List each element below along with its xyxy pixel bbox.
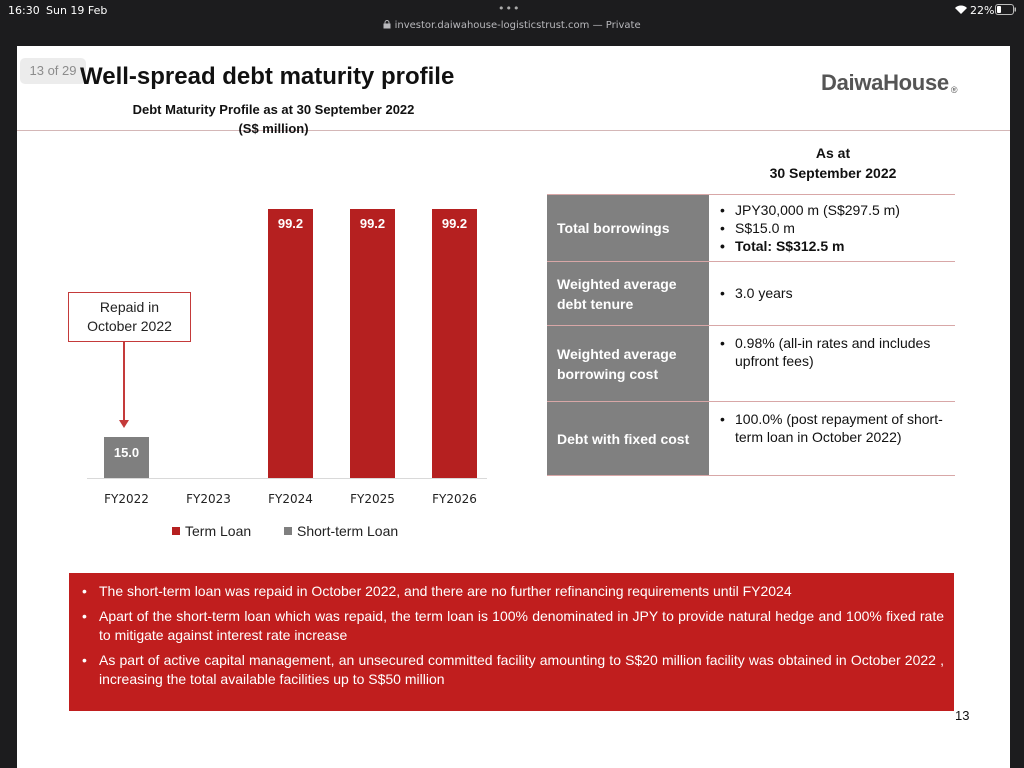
metrics-label: Debt with fixed cost bbox=[547, 402, 710, 475]
metrics-heading-line2: 30 September 2022 bbox=[769, 165, 897, 181]
callout-line2: October 2022 bbox=[87, 318, 172, 334]
repaid-callout: Repaid in October 2022 bbox=[68, 292, 191, 342]
metrics-bullet: Total: S$312.5 m bbox=[718, 237, 949, 255]
metrics-value: 100.0% (post repayment of short-term loa… bbox=[710, 402, 955, 475]
x-tick-label: FY2025 bbox=[350, 492, 395, 506]
status-date: Sun 19 Feb bbox=[46, 4, 108, 17]
metrics-bullet: JPY30,000 m (S$297.5 m) bbox=[718, 201, 949, 219]
metrics-value: JPY30,000 m (S$297.5 m)S$15.0 mTotal: S$… bbox=[710, 195, 955, 261]
logo-text: DaiwaHouse bbox=[821, 70, 949, 95]
bar-short-term-loan-fy2022 bbox=[104, 437, 149, 478]
metrics-label: Weighted average borrowing cost bbox=[547, 326, 710, 401]
battery-percent: 22% bbox=[970, 4, 995, 17]
metrics-row: Total borrowingsJPY30,000 m (S$297.5 m)S… bbox=[547, 194, 955, 262]
chart-title: Debt Maturity Profile as at 30 September… bbox=[70, 100, 477, 138]
chart-x-axis bbox=[87, 478, 487, 479]
more-dots-icon[interactable]: ••• bbox=[498, 2, 521, 15]
slide: 13 of 29 Well-spread debt maturity profi… bbox=[17, 46, 1010, 768]
daiwa-house-logo: DaiwaHouse ® bbox=[821, 70, 957, 96]
metrics-row: Weighted average borrowing cost0.98% (al… bbox=[547, 326, 955, 402]
metrics-table: Total borrowingsJPY30,000 m (S$297.5 m)S… bbox=[547, 194, 955, 476]
summary-bullet: As part of active capital management, an… bbox=[79, 651, 944, 689]
x-tick-label: FY2026 bbox=[432, 492, 477, 506]
page-number: 13 bbox=[955, 708, 970, 723]
bar-value-label: 99.2 bbox=[277, 216, 304, 231]
metrics-row: Debt with fixed cost100.0% (post repayme… bbox=[547, 402, 955, 476]
x-tick-label: FY2023 bbox=[186, 492, 231, 506]
url-text[interactable]: investor.daiwahouse-logisticstrust.com —… bbox=[394, 20, 641, 31]
chart-title-main: Debt Maturity Profile as at 30 September… bbox=[132, 102, 415, 117]
legend-label: Short-term Loan bbox=[297, 523, 399, 539]
legend-item: Term Loan bbox=[172, 523, 251, 539]
callout-line1: Repaid in bbox=[99, 299, 160, 315]
x-tick-label: FY2024 bbox=[268, 492, 313, 506]
page-badge: 13 of 29 bbox=[20, 58, 86, 84]
bar-value-label: 15.0 bbox=[113, 445, 140, 460]
status-time: 16:30 bbox=[8, 4, 40, 17]
x-tick-label: FY2022 bbox=[104, 492, 149, 506]
bar-term-loan-fy2026 bbox=[432, 209, 477, 478]
summary-box: The short-term loan was repaid in Octobe… bbox=[69, 573, 954, 711]
logo-registered-mark: ® bbox=[950, 85, 958, 95]
metrics-row: Weighted average debt tenure 3.0 years bbox=[547, 262, 955, 326]
callout-arrowhead-icon bbox=[119, 420, 129, 428]
bar-value-label: 99.2 bbox=[441, 216, 468, 231]
chart-title-units: (S$ million) bbox=[238, 121, 309, 136]
summary-list: The short-term loan was repaid in Octobe… bbox=[79, 582, 944, 689]
metrics-label: Total borrowings bbox=[547, 195, 710, 261]
bar-term-loan-fy2024 bbox=[268, 209, 313, 478]
bar-term-loan-fy2025 bbox=[350, 209, 395, 478]
legend-swatch bbox=[172, 527, 180, 535]
metrics-bullet: 3.0 years bbox=[718, 284, 949, 302]
legend-swatch bbox=[284, 527, 292, 535]
bar-value-label: 99.2 bbox=[359, 216, 386, 231]
metrics-bullet: 100.0% (post repayment of short-term loa… bbox=[718, 410, 949, 446]
summary-bullet: Apart of the short-term loan which was r… bbox=[79, 607, 944, 645]
metrics-bullet: 0.98% (all-in rates and includes upfront… bbox=[718, 334, 949, 370]
title-divider bbox=[17, 130, 1010, 131]
address-bar[interactable]: investor.daiwahouse-logisticstrust.com —… bbox=[0, 20, 1024, 38]
status-bar: 16:30 Sun 19 Feb ••• 22% bbox=[0, 0, 1024, 20]
metrics-value: 3.0 years bbox=[710, 262, 955, 325]
battery-icon bbox=[995, 4, 1017, 18]
metrics-heading: As at 30 September 2022 bbox=[718, 143, 948, 183]
lock-icon bbox=[383, 20, 394, 31]
metrics-label: Weighted average debt tenure bbox=[547, 262, 710, 325]
metrics-heading-line1: As at bbox=[815, 145, 851, 161]
summary-bullet: The short-term loan was repaid in Octobe… bbox=[79, 582, 944, 601]
callout-arrow bbox=[123, 342, 125, 424]
wifi-icon bbox=[954, 4, 968, 18]
metrics-bullet: S$15.0 m bbox=[718, 219, 949, 237]
legend-label: Term Loan bbox=[185, 523, 252, 539]
slide-title: Well-spread debt maturity profile bbox=[80, 63, 455, 90]
legend-item: Short-term Loan bbox=[284, 523, 398, 539]
metrics-value: 0.98% (all-in rates and includes upfront… bbox=[710, 326, 955, 401]
